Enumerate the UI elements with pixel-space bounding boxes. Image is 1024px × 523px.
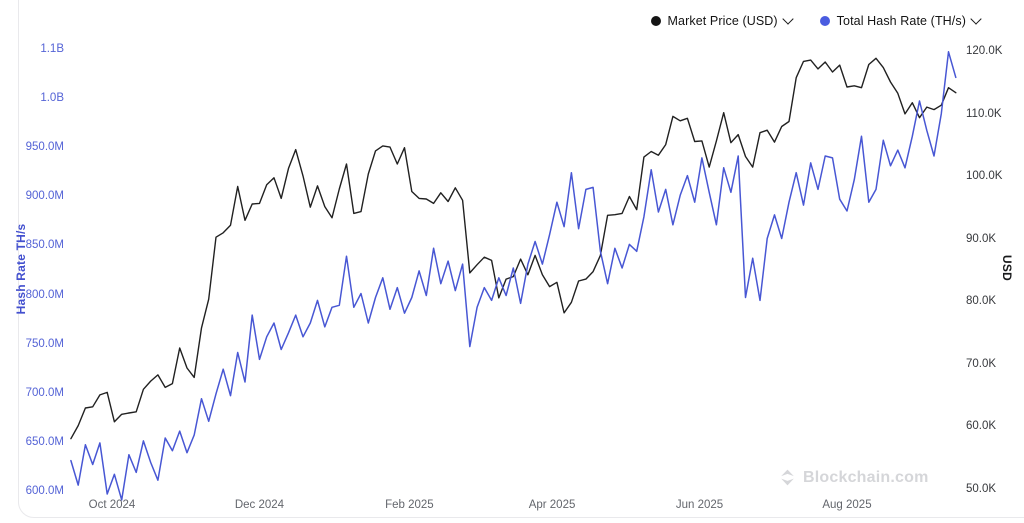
legend-item-market-price[interactable]: Market Price (USD) xyxy=(650,13,794,28)
left-axis-tick-label: 700.0M xyxy=(25,386,64,399)
x-axis-tick-label: Feb 2025 xyxy=(385,499,434,511)
right-axis-tick-label: 90.0K xyxy=(966,232,997,245)
series-line-market-price[interactable] xyxy=(70,57,957,440)
legend-label-market-price: Market Price (USD) xyxy=(667,14,778,28)
left-axis-tick-label: 650.0M xyxy=(25,435,64,448)
series-line-hash-rate[interactable] xyxy=(70,51,957,501)
left-axis-tick-label: 850.0M xyxy=(25,239,64,252)
right-axis-tick-label: 60.0K xyxy=(966,420,997,433)
left-axis-title: Hash Rate TH/s xyxy=(14,223,28,315)
right-axis-tick-label: 50.0K xyxy=(966,483,997,495)
chevron-down-icon[interactable] xyxy=(782,13,794,25)
blockchain-diamond-icon xyxy=(781,469,794,486)
x-axis-tick-label: Aug 2025 xyxy=(822,499,872,511)
right-axis-title: USD xyxy=(1000,254,1014,282)
left-axis-tick-label: 1.0B xyxy=(40,92,64,104)
left-axis-tick-label: 600.0M xyxy=(25,485,64,497)
right-axis-tick-label: 120.0K xyxy=(966,45,1003,57)
left-axis-tick-label: 800.0M xyxy=(25,288,64,301)
x-axis-tick-label: Oct 2024 xyxy=(88,499,136,511)
left-axis-tick-label: 1.1B xyxy=(40,42,64,55)
x-axis-tick-label: Jun 2025 xyxy=(675,499,724,511)
chart-legend: Market Price (USD) Total Hash Rate (TH/s… xyxy=(650,13,982,28)
right-axis-tick-label: 80.0K xyxy=(966,295,997,308)
right-axis-tick-label: 110.0K xyxy=(966,107,1002,120)
left-axis-tick-label: 750.0M xyxy=(25,337,64,350)
right-axis-tick-label: 70.0K xyxy=(966,357,997,370)
hash-rate-dot-icon xyxy=(819,16,830,26)
right-axis-tick-label: 100.0K xyxy=(966,170,1003,183)
legend-item-total-hash-rate[interactable]: Total Hash Rate (TH/s) xyxy=(819,13,982,28)
watermark-text: Blockchain.com xyxy=(803,468,929,486)
watermark: Blockchain.com xyxy=(778,468,929,487)
left-axis-tick-label: 950.0M xyxy=(25,141,64,154)
x-axis-tick-label: Dec 2024 xyxy=(234,499,285,511)
market-price-dot-icon xyxy=(650,16,661,26)
chevron-down-icon[interactable] xyxy=(970,13,982,25)
x-axis-tick-label: Apr 2025 xyxy=(528,499,576,511)
left-axis-tick-label: 900.0M xyxy=(25,190,64,203)
legend-label-total-hash-rate: Total Hash Rate (TH/s) xyxy=(836,14,966,28)
